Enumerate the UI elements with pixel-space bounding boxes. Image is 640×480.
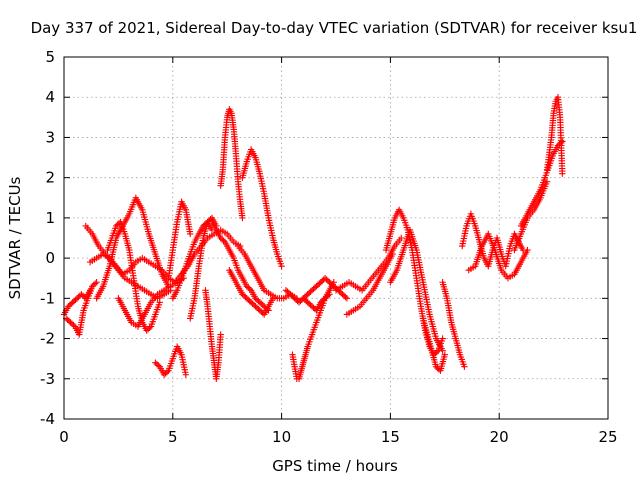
plot-frame [63, 56, 609, 420]
data-point-marker [239, 214, 246, 222]
data-point-marker [441, 351, 448, 358]
data-point-marker [246, 285, 253, 293]
series-arc-11 [187, 214, 220, 322]
data-point-marker [155, 362, 162, 369]
data-point-marker [433, 348, 441, 356]
x-tick-label: 10 [272, 428, 291, 446]
data-point-marker [343, 295, 351, 302]
data-point-marker [342, 293, 349, 301]
y-tick-label: 4 [45, 88, 55, 106]
y-tick-label: 0 [45, 249, 55, 267]
data-point-marker [559, 170, 566, 177]
data-point-marker [559, 138, 566, 145]
y-axis-label: SDTVAR / TECUs [6, 176, 24, 299]
series-arc-2 [62, 279, 100, 338]
x-tick-label: 20 [490, 428, 509, 446]
y-tick-label: 1 [45, 209, 55, 227]
series-arc-12 [202, 287, 224, 382]
series-arc-20 [300, 275, 351, 302]
series-arc-14 [217, 106, 246, 222]
series-arc-17 [234, 242, 301, 302]
x-tick-label: 25 [598, 428, 617, 446]
series-arc-1 [60, 287, 94, 318]
series-arc-28 [465, 230, 531, 282]
data-point-marker [187, 230, 194, 238]
data-point-marker [524, 246, 531, 254]
series-arc-22 [343, 250, 396, 318]
data-points [60, 94, 566, 382]
series-arc-13 [208, 218, 272, 314]
y-tick-label: 3 [45, 128, 55, 146]
data-point-marker [398, 234, 405, 242]
data-point-marker [156, 299, 163, 306]
data-point-marker [439, 335, 446, 342]
series-arc-15 [226, 266, 277, 318]
y-tick-label: -1 [40, 289, 55, 307]
data-point-marker [389, 250, 396, 258]
series-arc-16 [239, 146, 285, 270]
data-point-marker [543, 178, 551, 185]
series-arc-26 [439, 279, 468, 370]
data-point-marker [146, 324, 153, 332]
data-point-marker [93, 279, 100, 286]
data-point-marker [278, 262, 285, 270]
y-tick-label: -3 [40, 370, 55, 388]
y-tick-label: 5 [45, 48, 55, 66]
x-tick-label: 15 [381, 428, 400, 446]
series-arc-10 [169, 218, 216, 302]
series-arc-9 [165, 198, 194, 282]
data-point-marker [220, 237, 227, 244]
series-arc-31 [511, 178, 551, 254]
x-axis-label: GPS time / hours [272, 457, 398, 475]
chart-title: Day 337 of 2021, Sidereal Day-to-day VTE… [31, 19, 638, 37]
axis-ticks: 0 5 10 15 20 25 -4 -3 -2 -1 0 1 2 3 4 5 [40, 48, 618, 446]
x-tick-label: 0 [59, 428, 69, 446]
series-arc-30 [543, 94, 566, 177]
series-arc-25 [419, 315, 448, 374]
data-point-marker [439, 347, 446, 354]
data-point-marker [70, 321, 77, 329]
data-point-marker [182, 371, 190, 378]
data-point-marker [163, 368, 171, 376]
y-tick-label: 2 [45, 169, 55, 187]
series-arc-8 [152, 343, 190, 378]
data-point-marker [461, 363, 468, 370]
y-tick-label: -2 [40, 330, 55, 348]
data-point-marker [91, 280, 99, 287]
data-point-marker [217, 331, 224, 338]
x-tick-label: 5 [168, 428, 178, 446]
y-tick-label: -4 [40, 410, 55, 428]
series-arc-24 [387, 226, 446, 354]
